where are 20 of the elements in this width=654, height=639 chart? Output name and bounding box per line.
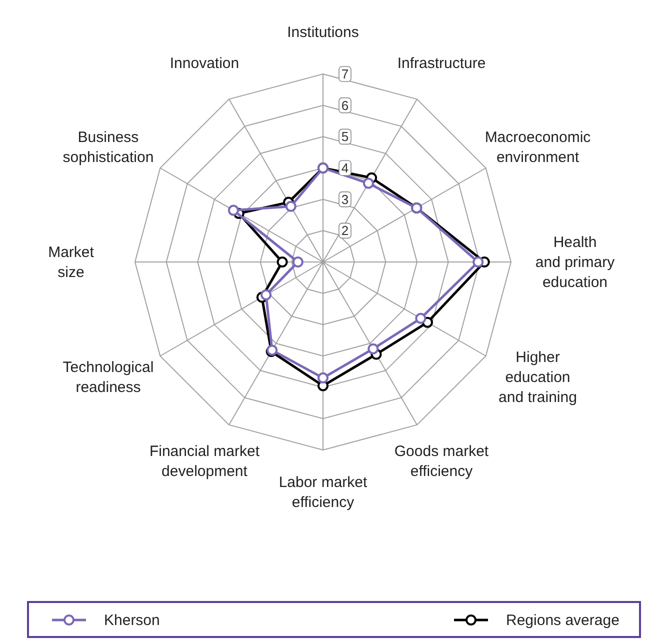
y-tick-label: 3 (341, 192, 349, 207)
y-tick-label: 4 (341, 160, 349, 176)
spoke-label: Health and primary education (535, 234, 616, 291)
spoke-label: Macroeconomic environment (484, 129, 592, 166)
spoke-label: Infrastructure (397, 54, 486, 72)
y-tick-label: 7 (341, 66, 349, 82)
y-tick-label: 5 (341, 129, 349, 144)
spoke-label: Market size (48, 244, 95, 281)
y-tick-label: 2 (341, 223, 349, 238)
spoke-label: Innovation (170, 54, 240, 72)
spoke-label: Financial market development (149, 443, 260, 480)
spoke-label: Higher education and training (498, 349, 577, 406)
spoke-label: Business sophistication (62, 129, 154, 166)
legend-label: Regions average (506, 612, 620, 629)
spoke-label: Goods market efficiency (394, 443, 490, 480)
spoke-label: Institutions (287, 24, 359, 41)
legend-label: Kherson (104, 612, 160, 629)
spoke-label: Technological readiness (62, 359, 154, 396)
y-tick-label: 6 (341, 98, 349, 113)
spoke-label: Labor market efficiency (278, 474, 368, 511)
